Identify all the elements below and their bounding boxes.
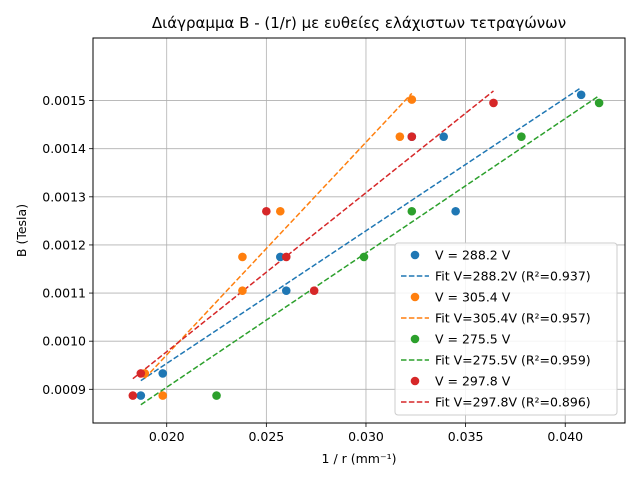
data-point-series-3: [128, 391, 138, 400]
data-point-series-2: [407, 206, 417, 216]
x-tick-label: 0.025: [248, 429, 284, 444]
data-point-series-1: [158, 391, 168, 400]
x-axis-ticks: 0.020 0.025 0.030 0.035 0.040: [149, 423, 583, 444]
y-axis-label: B (Tesla): [14, 204, 29, 257]
data-point-series-2: [517, 132, 526, 141]
y-tick-label: 0.0009: [42, 382, 86, 397]
data-point-series-3: [407, 132, 417, 141]
legend-box: [394, 242, 618, 416]
data-point-series-3: [136, 369, 146, 378]
legend-label: Fit V=288.2V (R²=0.937): [435, 269, 591, 284]
x-tick-label: 0.020: [149, 429, 185, 444]
x-tick-label: 0.040: [547, 429, 583, 444]
fit-line-series-3: [132, 90, 494, 380]
fit-line-series-1: [144, 92, 413, 379]
legend-label: V = 288.2 V: [435, 248, 511, 263]
data-point-series-0: [451, 206, 460, 216]
data-point-series-2: [359, 252, 369, 262]
legend-label: V = 297.8 V: [435, 374, 511, 389]
legend-label: V = 275.5 V: [435, 332, 511, 347]
data-point-series-0: [439, 132, 448, 141]
data-point-series-1: [407, 95, 417, 104]
legend-label: Fit V=305.4V (R²=0.957): [435, 311, 591, 326]
data-point-series-3: [309, 286, 319, 295]
legend-label: Fit V=275.5V (R²=0.959): [435, 353, 591, 368]
data-point-series-0: [275, 252, 285, 262]
y-tick-label: 0.0013: [42, 189, 86, 204]
legend: V = 288.2 V Fit V=288.2V (R²=0.937) V = 30…: [394, 242, 618, 416]
data-points: [128, 90, 604, 400]
legend-marker: [410, 334, 420, 344]
data-point-series-0: [576, 90, 586, 100]
y-tick-label: 0.0010: [42, 334, 86, 349]
x-tick-label: 0.030: [348, 429, 384, 444]
data-point-series-2: [594, 98, 604, 108]
data-point-series-3: [281, 252, 291, 262]
legend-marker: [410, 250, 420, 260]
data-point-series-1: [238, 286, 247, 295]
fit-line-series-0: [140, 86, 582, 382]
data-point-series-3: [489, 98, 498, 108]
data-point-series-3: [262, 206, 271, 216]
y-axis-ticks: 0.0009 0.0010 0.0011 0.0012 0.0013 0.0014 0.00…: [42, 93, 93, 397]
fit-line-series-2: [140, 95, 600, 406]
data-point-series-1: [395, 132, 405, 141]
x-axis-label: 1 / r (mm⁻¹): [322, 451, 397, 466]
legend-marker: [410, 292, 420, 302]
legend-marker: [410, 376, 420, 386]
data-point-series-0: [158, 369, 168, 378]
grid: [93, 38, 625, 423]
fit-lines: [132, 86, 600, 406]
y-tick-label: 0.0012: [42, 237, 86, 252]
chart-title: Διάγραμμα B - (1/r) με ευθείες ελάχιστων…: [152, 14, 566, 32]
y-tick-label: 0.0015: [42, 93, 86, 108]
legend-label: V = 305.4 V: [435, 290, 511, 305]
x-tick-label: 0.035: [448, 429, 484, 444]
data-point-series-1: [275, 206, 285, 216]
data-point-series-2: [212, 391, 221, 400]
y-tick-label: 0.0014: [42, 141, 86, 156]
data-point-series-0: [136, 391, 146, 400]
data-point-series-0: [281, 286, 291, 295]
legend-label: Fit V=297.8V (R²=0.896): [435, 395, 591, 410]
y-tick-label: 0.0011: [42, 286, 86, 301]
data-point-series-1: [238, 252, 247, 262]
plot-frame: [92, 37, 626, 424]
